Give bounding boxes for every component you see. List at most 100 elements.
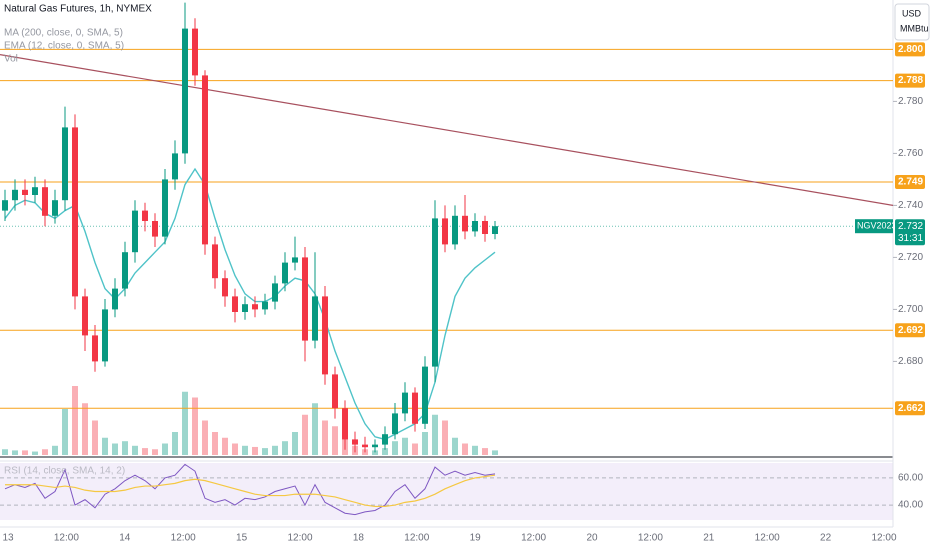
last-price-label: 2.732 [898,221,923,232]
level-tag [895,323,925,338]
unit: MMBtu [900,23,929,33]
candle-body [392,413,398,435]
candle-body [422,366,428,424]
x-tick-label: 12:00 [638,533,663,544]
candle-body [52,200,58,216]
x-tick-label: 12:00 [54,533,79,544]
candle-body [342,408,348,440]
candle-body [102,309,108,362]
volume-bar [12,450,18,455]
y-tick-label: 2.700 [898,304,923,315]
volume-bar [222,437,228,455]
candle-body [162,179,168,237]
x-tick-label: 20 [586,533,598,544]
level-label: 2.662 [898,403,923,414]
volume-bar [182,391,188,455]
indicator-label: EMA (12, close, 0, SMA, 5) [4,41,124,52]
candle-body [482,221,488,234]
volume-bar [412,443,418,455]
rsi-tick-label: 40.00 [898,500,923,511]
volume-bar [442,420,448,455]
candle-body [412,392,418,424]
candle-body [202,75,208,245]
x-tick-label: 13 [2,533,14,544]
indicator-label: Vol [4,54,18,65]
volume-bar [122,441,128,455]
candle-body [122,252,128,289]
candle-body [442,218,448,245]
candle-body [492,226,498,234]
volume-bar [392,441,398,455]
x-tick-label: 14 [119,533,131,544]
candle-body [472,221,478,232]
volume-bar [112,443,118,455]
candle-body [112,288,118,310]
candle-body [22,189,28,195]
rsi-line [4,463,496,516]
candle-body [462,215,468,232]
volume-bar [102,437,108,455]
volume-bar [72,386,78,455]
x-tick-label: 15 [236,533,248,544]
volume-bar [262,448,268,455]
level-tag [895,401,925,416]
x-tick-label: 12:00 [755,533,780,544]
candle-body [352,439,358,445]
indicator-label: MA (200, close, 0, SMA, 5) [4,28,123,39]
x-tick-label: 18 [353,533,365,544]
level-label: 2.800 [898,44,923,55]
volume-bar [482,448,488,455]
volume-bar [252,446,258,455]
candle-body [132,210,138,253]
y-tick-label: 2.680 [898,356,923,367]
marks [0,2,894,516]
candle-body [172,153,178,180]
candle-body [252,304,258,310]
volume-bar [472,445,478,455]
candle-body [212,244,218,279]
volume-bar [312,403,318,455]
candle-body [312,296,318,341]
volume-bar [92,420,98,455]
y-tick-label: 2.740 [898,200,923,211]
candle-body [222,278,228,297]
candle-body [292,257,298,263]
x-tick-label: 12:00 [521,533,546,544]
x-tick-label: 22 [820,533,832,544]
volume-bar [382,448,388,455]
volume-bar [232,443,238,455]
volume-bar [302,414,308,455]
x-tick-label: 19 [470,533,482,544]
volume-bar [452,437,458,455]
candle-body [382,434,388,445]
candle-body [452,215,458,245]
candle-body [82,296,88,336]
volume-bar [292,432,298,455]
price-tag [895,219,925,246]
level-tag [895,73,925,88]
candle-body [332,374,338,409]
rsi-ma-line [5,474,496,508]
volume-bar [432,414,438,455]
candle-body [432,218,438,367]
volume-bar [282,441,288,455]
candle-body [152,221,158,237]
volume-bar [462,443,468,455]
currency: USD [902,8,922,18]
level-tag [895,42,925,57]
volume-bar [152,449,158,455]
level-label: 2.749 [898,177,923,188]
moving-average [4,167,496,441]
rsi-pane [0,463,893,520]
unit-box[interactable] [894,3,930,41]
countdown: 31:31 [898,233,923,244]
candle-body [62,127,68,201]
candle-body [362,444,368,448]
candle-body [92,335,98,362]
level-tag [895,175,925,189]
volume-bar [52,445,58,455]
candle-body [282,262,288,284]
y-tick-label: 2.780 [898,96,923,107]
volume-bar [422,432,428,455]
